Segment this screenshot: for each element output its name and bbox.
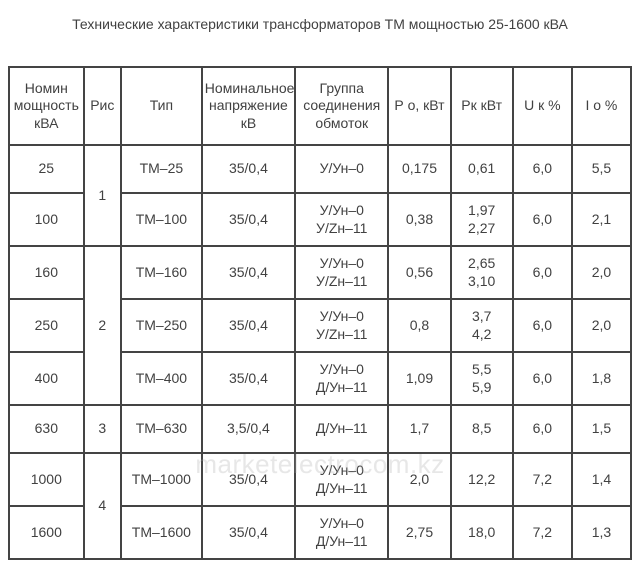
cell-i0: 2,0 xyxy=(572,246,631,299)
cell-conn: У/Ун–0У/Zн–11 xyxy=(295,193,388,246)
cell-type: ТМ–630 xyxy=(121,405,202,453)
cell-p0: 1,09 xyxy=(388,352,450,405)
col-p0: Р о, кВт xyxy=(388,67,450,145)
cell-conn: У/Ун–0У/Zн–11 xyxy=(295,299,388,352)
cell-voltage: 35/0,4 xyxy=(202,506,295,559)
col-type: Тип xyxy=(121,67,202,145)
cell-power: 25 xyxy=(9,145,84,193)
cell-pk: 5,55,9 xyxy=(451,352,513,405)
col-pk: Рк кВт xyxy=(451,67,513,145)
cell-power: 160 xyxy=(9,246,84,299)
cell-type: ТМ–1000 xyxy=(121,453,202,506)
table-row: 6303ТМ–6303,5/0,4Д/Ун–111,78,56,01,5 xyxy=(9,405,631,453)
cell-i0: 5,5 xyxy=(572,145,631,193)
cell-pk: 8,5 xyxy=(451,405,513,453)
cell-uk: 6,0 xyxy=(513,405,572,453)
cell-power: 400 xyxy=(9,352,84,405)
header-row: Номин мощность кВА Рис Тип Номинальное н… xyxy=(9,67,631,145)
cell-pk: 12,2 xyxy=(451,453,513,506)
cell-i0: 1,4 xyxy=(572,453,631,506)
cell-uk: 6,0 xyxy=(513,352,572,405)
cell-power: 1000 xyxy=(9,453,84,506)
cell-ris: 1 xyxy=(84,145,121,246)
cell-conn: У/Ун–0У/Zн–11 xyxy=(295,246,388,299)
cell-voltage: 3,5/0,4 xyxy=(202,405,295,453)
cell-p0: 0,38 xyxy=(388,193,450,246)
cell-conn: У/Ун–0 xyxy=(295,145,388,193)
cell-uk: 6,0 xyxy=(513,193,572,246)
cell-power: 630 xyxy=(9,405,84,453)
cell-pk: 18,0 xyxy=(451,506,513,559)
cell-voltage: 35/0,4 xyxy=(202,299,295,352)
cell-p0: 2,0 xyxy=(388,453,450,506)
cell-voltage: 35/0,4 xyxy=(202,145,295,193)
cell-voltage: 35/0,4 xyxy=(202,453,295,506)
cell-type: ТМ–100 xyxy=(121,193,202,246)
cell-p0: 1,7 xyxy=(388,405,450,453)
cell-voltage: 35/0,4 xyxy=(202,352,295,405)
cell-uk: 6,0 xyxy=(513,299,572,352)
cell-power: 250 xyxy=(9,299,84,352)
cell-power: 1600 xyxy=(9,506,84,559)
cell-conn: У/Ун–0Д/Ун–11 xyxy=(295,506,388,559)
cell-uk: 7,2 xyxy=(513,506,572,559)
col-voltage: Номинальное напряжение кВ xyxy=(202,67,295,145)
cell-p0: 0,8 xyxy=(388,299,450,352)
cell-conn: Д/Ун–11 xyxy=(295,405,388,453)
col-power: Номин мощность кВА xyxy=(9,67,84,145)
cell-type: ТМ–25 xyxy=(121,145,202,193)
cell-i0: 1,3 xyxy=(572,506,631,559)
cell-p0: 2,75 xyxy=(388,506,450,559)
cell-p0: 0,56 xyxy=(388,246,450,299)
col-i0: I о % xyxy=(572,67,631,145)
cell-ris: 2 xyxy=(84,246,121,405)
table-head: Номин мощность кВА Рис Тип Номинальное н… xyxy=(9,67,631,145)
cell-i0: 2,1 xyxy=(572,193,631,246)
cell-power: 100 xyxy=(9,193,84,246)
cell-pk: 0,61 xyxy=(451,145,513,193)
table-body: 251ТМ–2535/0,4У/Ун–00,1750,616,05,5100ТМ… xyxy=(9,145,631,559)
cell-voltage: 35/0,4 xyxy=(202,246,295,299)
cell-type: ТМ–1600 xyxy=(121,506,202,559)
cell-pk: 3,74,2 xyxy=(451,299,513,352)
cell-type: ТМ–400 xyxy=(121,352,202,405)
cell-ris: 4 xyxy=(84,453,121,559)
page-title: Технические характеристики трансформатор… xyxy=(8,16,632,32)
cell-ris: 3 xyxy=(84,405,121,453)
cell-pk: 1,972,27 xyxy=(451,193,513,246)
cell-i0: 1,8 xyxy=(572,352,631,405)
col-ris: Рис xyxy=(84,67,121,145)
cell-uk: 6,0 xyxy=(513,145,572,193)
table-row: 1602ТМ–16035/0,4У/Ун–0У/Zн–110,562,653,1… xyxy=(9,246,631,299)
table-row: 10004ТМ–100035/0,4У/Ун–0Д/Ун–112,012,27,… xyxy=(9,453,631,506)
cell-i0: 1,5 xyxy=(572,405,631,453)
cell-conn: У/Ун–0Д/Ун–11 xyxy=(295,352,388,405)
cell-voltage: 35/0,4 xyxy=(202,193,295,246)
table-row: 251ТМ–2535/0,4У/Ун–00,1750,616,05,5 xyxy=(9,145,631,193)
cell-uk: 7,2 xyxy=(513,453,572,506)
cell-i0: 2,0 xyxy=(572,299,631,352)
cell-type: ТМ–160 xyxy=(121,246,202,299)
cell-conn: У/Ун–0Д/Ун–11 xyxy=(295,453,388,506)
spec-table: Номин мощность кВА Рис Тип Номинальное н… xyxy=(8,66,632,560)
cell-type: ТМ–250 xyxy=(121,299,202,352)
cell-uk: 6,0 xyxy=(513,246,572,299)
cell-pk: 2,653,10 xyxy=(451,246,513,299)
col-uk: U к % xyxy=(513,67,572,145)
col-conn: Группа соединения обмоток xyxy=(295,67,388,145)
cell-p0: 0,175 xyxy=(388,145,450,193)
